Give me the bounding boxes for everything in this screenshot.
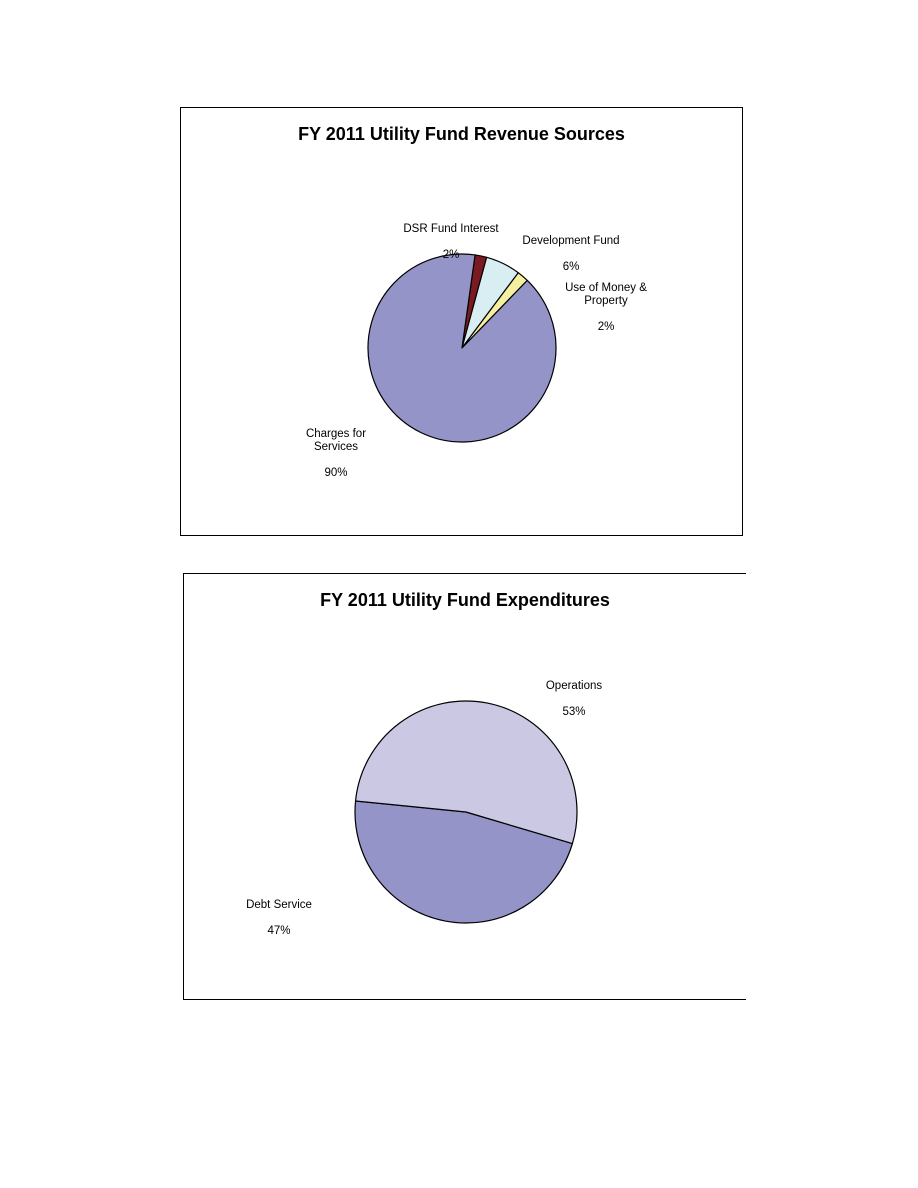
pie-slice-charges-for-services	[367, 253, 557, 443]
label-dsr-fund-interest-value: 2%	[442, 249, 460, 261]
revenue-chart-title: FY 2011 Utility Fund Revenue Sources	[298, 124, 625, 144]
label-dsr-fund-interest: DSR Fund Interest 2%	[381, 210, 521, 275]
expenditures-chart: FY 2011 Utility Fund Expenditures Operat…	[183, 573, 746, 1000]
label-operations-value: 53%	[562, 706, 586, 718]
label-debt-service-name: Debt Service	[246, 899, 312, 911]
label-charges-for-services-value: 90%	[324, 467, 348, 479]
expenditures-pie	[354, 700, 578, 924]
label-charges-for-services-name: Charges for Services	[305, 428, 367, 453]
pie-slice-operations	[354, 700, 578, 845]
label-operations-name: Operations	[545, 680, 603, 692]
label-development-fund: Development Fund 6%	[511, 222, 631, 287]
label-development-fund-value: 6%	[562, 261, 580, 273]
label-debt-service: Debt Service 47%	[229, 886, 329, 951]
label-dsr-fund-interest-name: DSR Fund Interest	[403, 223, 499, 235]
label-use-of-money: Use of Money & Property 2%	[551, 269, 661, 347]
label-use-of-money-name: Use of Money & Property	[565, 282, 647, 307]
revenue-pie	[367, 253, 557, 443]
label-charges-for-services: Charges for Services 90%	[286, 415, 386, 493]
expenditures-chart-title: FY 2011 Utility Fund Expenditures	[320, 590, 610, 610]
label-use-of-money-value: 2%	[597, 321, 615, 333]
label-operations: Operations 53%	[524, 667, 624, 732]
pie-slice-debt-service	[354, 800, 574, 924]
label-development-fund-name: Development Fund	[522, 235, 620, 247]
revenue-chart: FY 2011 Utility Fund Revenue Sources DSR…	[180, 107, 743, 536]
label-debt-service-value: 47%	[267, 925, 291, 937]
